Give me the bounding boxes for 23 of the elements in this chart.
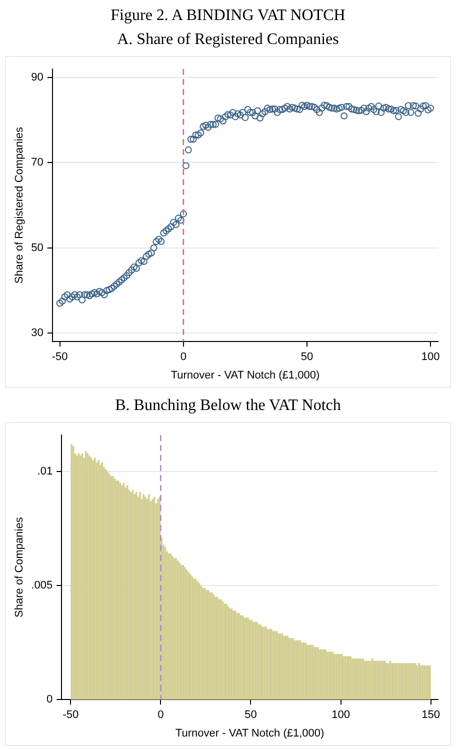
x-axis-title: Turnover - VAT Notch (£1,000): [170, 369, 320, 382]
chart-title: Figure 2. A BINDING VAT NOTCH: [110, 6, 346, 26]
x-tick-label: 100: [332, 709, 350, 722]
y-tick-label: .005: [31, 580, 53, 592]
x-tick-label: 50: [300, 351, 314, 364]
x-tick-label: 150: [422, 709, 440, 722]
y-axis-title: Share of Registered Companies: [14, 126, 26, 284]
y-tick-label: 50: [31, 242, 44, 254]
y-tick-label: 70: [31, 156, 44, 169]
chart-title: B. Bunching Below the VAT Notch: [114, 396, 342, 416]
y-tick-label: .01: [37, 466, 53, 478]
x-tick-label: -50: [62, 709, 79, 722]
x-axis-title: Turnover - VAT Notch (£1,000): [175, 727, 324, 740]
y-axis-title: Share of Companies: [14, 516, 26, 618]
x-tick-label: 100: [421, 351, 440, 364]
y-tick-label: 0: [46, 694, 53, 706]
x-tick-label: 50: [244, 709, 257, 722]
chart-subtitle: A. Share of Registered Companies: [116, 30, 340, 50]
y-tick-label: 30: [31, 327, 44, 340]
x-tick-label: 0: [158, 709, 164, 722]
x-tick-label: -50: [52, 351, 68, 364]
y-tick-label: 90: [31, 72, 44, 84]
x-tick-label: 0: [180, 351, 186, 364]
